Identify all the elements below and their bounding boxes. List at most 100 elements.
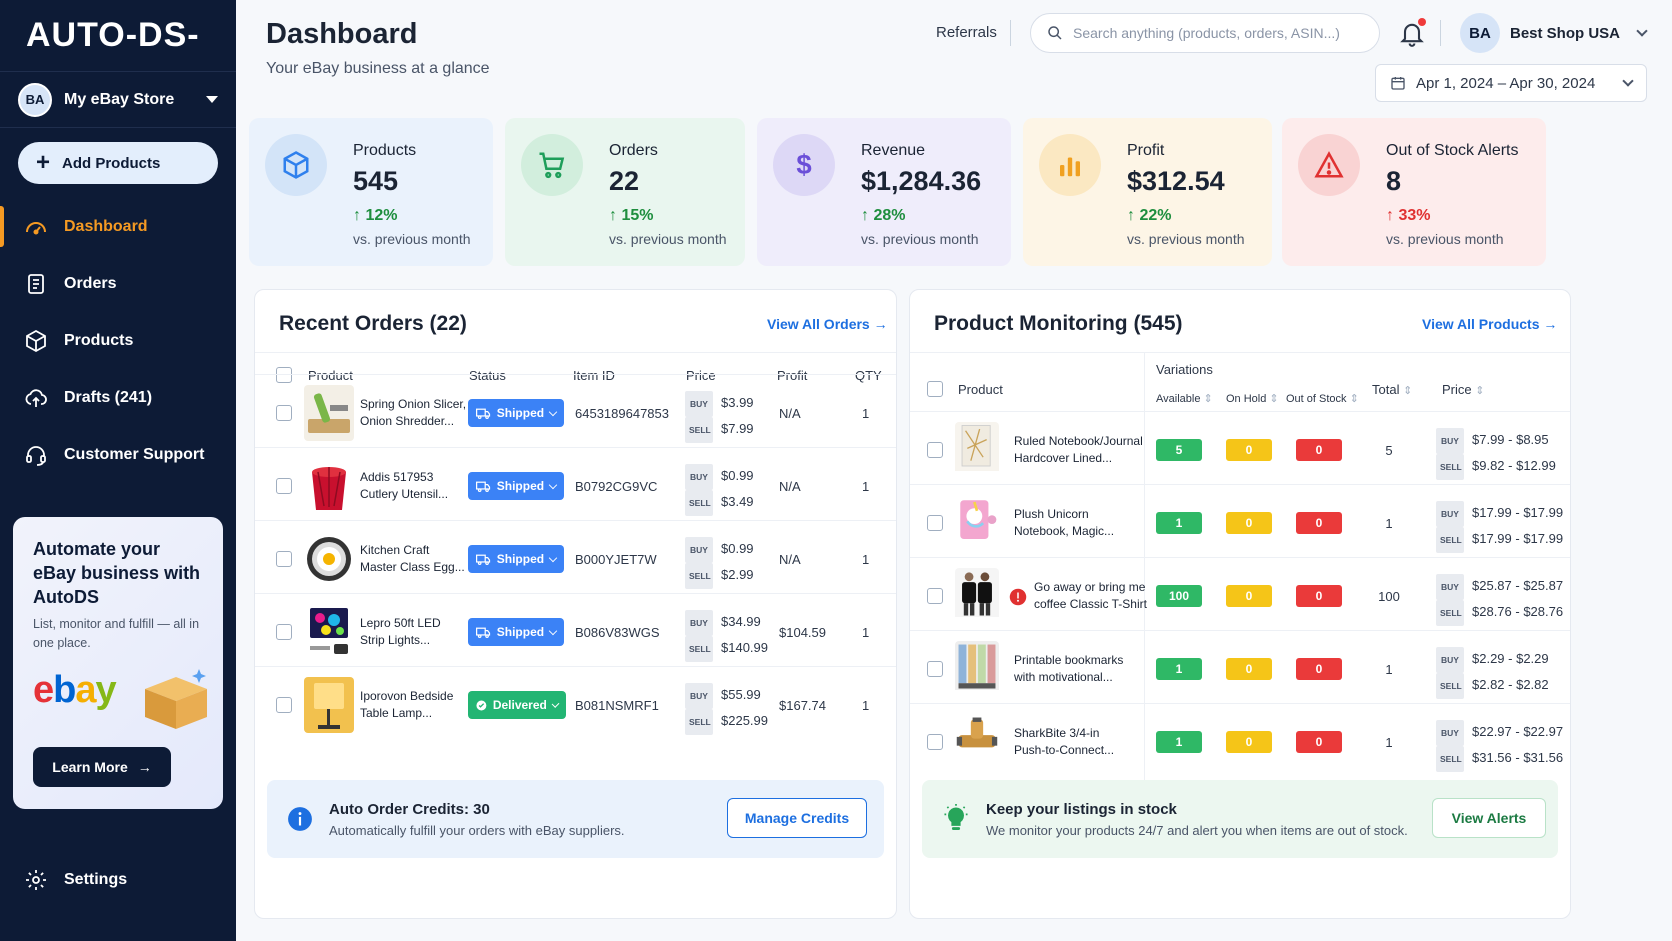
product-thumbnail[interactable]: [304, 458, 354, 514]
column-header-available[interactable]: Available ⇕: [1156, 392, 1213, 405]
sidebar-item-dashboard[interactable]: Dashboard: [0, 198, 236, 255]
select-all-orders-checkbox[interactable]: [276, 367, 292, 383]
stat-card-out-of-stock-alerts[interactable]: Out of Stock Alerts 8 ↑ 33% vs. previous…: [1282, 118, 1546, 266]
status-dropdown[interactable]: Delivered: [468, 691, 566, 719]
table-row[interactable]: SharkBite 3/4-in Push-to-Connect... 1 0 0…: [910, 703, 1570, 780]
out-of-stock-count[interactable]: 0: [1296, 439, 1342, 461]
column-header-product[interactable]: Product: [958, 382, 1003, 397]
product-thumbnail[interactable]: [955, 641, 999, 697]
stat-card-products[interactable]: Products 545 ↑ 12% vs. previous month: [249, 118, 493, 266]
product-thumbnail[interactable]: [955, 422, 999, 478]
date-range-picker[interactable]: Apr 1, 2024 – Apr 30, 2024: [1375, 64, 1647, 102]
on-hold-count[interactable]: 0: [1226, 658, 1272, 680]
out-of-stock-count[interactable]: 0: [1296, 512, 1342, 534]
product-thumbnail[interactable]: [955, 714, 999, 770]
column-header-product[interactable]: Product: [308, 368, 353, 383]
autods-logo[interactable]: AUTO-DS-: [0, 0, 236, 72]
table-row[interactable]: Printable bookmarks with motivational... …: [910, 630, 1570, 707]
item-id[interactable]: 6453189647853: [575, 406, 669, 421]
stat-card-profit[interactable]: Profit $312.54 ↑ 22% vs. previous month: [1023, 118, 1272, 266]
row-checkbox[interactable]: [276, 624, 292, 640]
select-all-products-checkbox[interactable]: [927, 381, 943, 397]
sidebar-item-customer-support[interactable]: Customer Support: [0, 426, 236, 483]
out-of-stock-count[interactable]: 0: [1296, 658, 1342, 680]
add-products-button[interactable]: + Add Products: [18, 142, 218, 184]
product-name[interactable]: Lepro 50ft LED Strip Lights...: [360, 615, 441, 649]
manage-credits-button[interactable]: Manage Credits: [727, 798, 867, 838]
available-count[interactable]: 1: [1156, 731, 1202, 753]
status-dropdown[interactable]: Shipped: [468, 618, 564, 646]
store-selector[interactable]: BA My eBay Store: [0, 72, 236, 128]
table-row[interactable]: Ruled Notebook/Journal Hardcover Lined...…: [910, 411, 1570, 488]
table-row[interactable]: Kitchen Craft Master Class Egg... Shipped…: [255, 520, 896, 597]
on-hold-count[interactable]: 0: [1226, 731, 1272, 753]
table-row[interactable]: Spring Onion Slicer, Onion Shredder... Sh…: [255, 374, 896, 451]
item-id[interactable]: B081NSMRF1: [575, 698, 659, 713]
stat-card-revenue[interactable]: $ Revenue $1,284.36 ↑ 28% vs. previous m…: [757, 118, 1011, 266]
product-name[interactable]: SharkBite 3/4-in Push-to-Connect...: [1014, 725, 1114, 759]
item-id[interactable]: B000YJET7W: [575, 552, 657, 567]
status-dropdown[interactable]: Shipped: [468, 545, 564, 573]
column-header-status[interactable]: Status: [469, 368, 506, 383]
available-count[interactable]: 1: [1156, 658, 1202, 680]
table-row[interactable]: Addis 517953 Cutlery Utensil... Shipped B…: [255, 447, 896, 524]
product-name[interactable]: Plush Unicorn Notebook, Magic...: [1014, 506, 1114, 540]
column-header-out-of-stock[interactable]: Out of Stock ⇕: [1286, 392, 1359, 405]
status-dropdown[interactable]: Shipped: [468, 472, 564, 500]
out-of-stock-count[interactable]: 0: [1296, 585, 1342, 607]
product-thumbnail[interactable]: [304, 604, 354, 660]
product-thumbnail[interactable]: [304, 531, 354, 587]
referrals-link[interactable]: Referrals: [936, 24, 997, 41]
product-name[interactable]: Addis 517953 Cutlery Utensil...: [360, 469, 448, 503]
column-header-on-hold[interactable]: On Hold ⇕: [1226, 392, 1279, 405]
user-menu[interactable]: BA Best Shop USA: [1460, 13, 1648, 53]
sidebar-item-products[interactable]: Products: [0, 312, 236, 369]
row-checkbox[interactable]: [927, 734, 943, 750]
view-all-products-link[interactable]: View All Products →: [1422, 316, 1557, 332]
product-thumbnail[interactable]: [304, 385, 354, 441]
column-header-item-id[interactable]: Item ID: [573, 368, 615, 383]
column-header-profit[interactable]: Profit: [777, 368, 808, 383]
product-name[interactable]: Iporovon Bedside Table Lamp...: [360, 688, 453, 722]
row-checkbox[interactable]: [276, 551, 292, 567]
row-checkbox[interactable]: [927, 588, 943, 604]
view-alerts-button[interactable]: View Alerts: [1432, 798, 1546, 838]
product-name[interactable]: Kitchen Craft Master Class Egg...: [360, 542, 465, 576]
sidebar-item-drafts[interactable]: Drafts (241): [0, 369, 236, 426]
search-bar[interactable]: [1030, 13, 1380, 53]
table-row[interactable]: Go away or bring me coffee Classic T-Shir…: [910, 557, 1570, 634]
table-row[interactable]: Iporovon Bedside Table Lamp... Delivered …: [255, 666, 896, 743]
stat-card-orders[interactable]: Orders 22 ↑ 15% vs. previous month: [505, 118, 745, 266]
product-name[interactable]: Go away or bring me coffee Classic T-Shir…: [1034, 579, 1147, 613]
table-row[interactable]: Lepro 50ft LED Strip Lights... Shipped B0…: [255, 593, 896, 670]
search-input[interactable]: [1073, 25, 1363, 41]
bell-icon[interactable]: [1398, 18, 1426, 48]
sidebar-item-orders[interactable]: Orders: [0, 255, 236, 312]
available-count[interactable]: 1: [1156, 512, 1202, 534]
alert-icon[interactable]: [1009, 588, 1027, 606]
row-checkbox[interactable]: [276, 405, 292, 421]
column-header-total[interactable]: Total ⇕: [1372, 382, 1412, 397]
product-name[interactable]: Printable bookmarks with motivational...: [1014, 652, 1123, 686]
available-count[interactable]: 5: [1156, 439, 1202, 461]
view-all-orders-link[interactable]: View All Orders →: [767, 316, 888, 332]
product-name[interactable]: Spring Onion Slicer, Onion Shredder...: [360, 396, 466, 430]
row-checkbox[interactable]: [276, 478, 292, 494]
row-checkbox[interactable]: [927, 661, 943, 677]
on-hold-count[interactable]: 0: [1226, 585, 1272, 607]
column-header-qty[interactable]: QTY: [855, 368, 882, 383]
table-row[interactable]: Plush Unicorn Notebook, Magic... 1 0 0 1 …: [910, 484, 1570, 561]
column-header-price[interactable]: Price ⇕: [1442, 382, 1484, 397]
product-thumbnail[interactable]: [304, 677, 354, 733]
product-name[interactable]: Ruled Notebook/Journal Hardcover Lined...: [1014, 433, 1143, 467]
row-checkbox[interactable]: [276, 697, 292, 713]
row-checkbox[interactable]: [927, 515, 943, 531]
available-count[interactable]: 100: [1156, 585, 1202, 607]
item-id[interactable]: B0792CG9VC: [575, 479, 658, 494]
out-of-stock-count[interactable]: 0: [1296, 731, 1342, 753]
item-id[interactable]: B086V83WGS: [575, 625, 660, 640]
settings-link[interactable]: Settings: [24, 868, 127, 892]
on-hold-count[interactable]: 0: [1226, 439, 1272, 461]
status-dropdown[interactable]: Shipped: [468, 399, 564, 427]
on-hold-count[interactable]: 0: [1226, 512, 1272, 534]
